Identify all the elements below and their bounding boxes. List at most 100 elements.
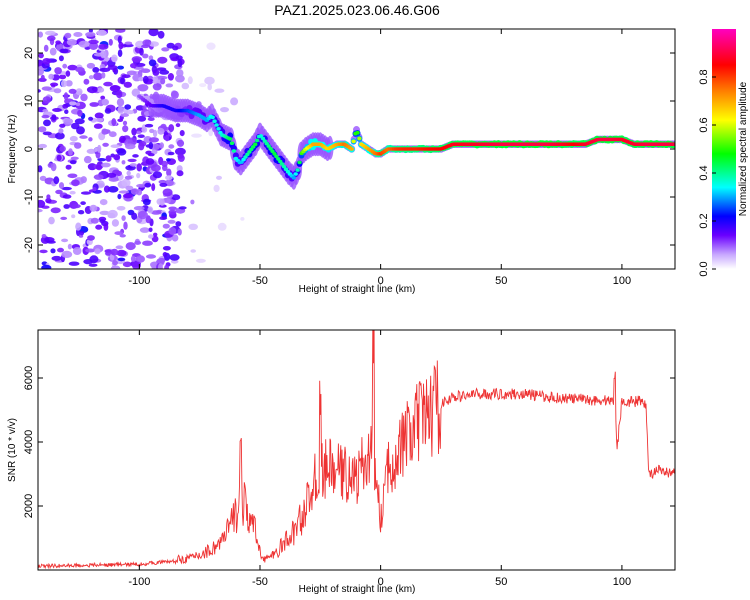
noise-blob [137,134,145,138]
colorbar-axes: 0.0 0.2 0.4 0.6 0.8 [698,69,716,277]
noise-blob [78,40,90,48]
noise-blob [148,137,159,143]
noise-blob [76,126,85,135]
noise-blob [115,245,124,250]
noise-blob [133,66,144,70]
noise-blob [88,263,98,267]
noise-blob [164,264,169,269]
noise-blob [116,249,127,257]
noise-blob [68,261,80,266]
snr-xtick-label: -50 [252,576,268,588]
noise-blob [145,158,155,165]
ridge-core [210,115,215,120]
noise-blob [130,188,139,195]
ridge-core [272,152,277,156]
spectrogram-xtick-label: 50 [495,275,507,287]
ridge-outer [232,152,239,159]
noise-blob [152,69,160,76]
noise-blob [94,248,101,255]
ridge-core [276,157,281,161]
noise-blob [159,69,170,75]
noise-blob [136,172,141,179]
noise-blob [172,45,179,51]
noise-blob [97,144,102,153]
ridge-core [247,150,252,154]
noise-blob [171,194,181,201]
noise-blob [121,215,126,222]
ridge-core [293,172,298,176]
noise-blob [171,234,179,242]
noise-blob [162,223,170,229]
noise-blob [88,116,94,121]
noise-blob [79,231,85,236]
noise-blob [38,31,43,38]
noise-blob [103,185,110,193]
noise-blob [157,127,165,135]
noise-blob [176,139,185,147]
noise-blob [126,70,137,76]
noise-blob [167,151,175,156]
noise-blob [68,148,73,156]
noise-blob [191,133,202,138]
noise-blob [108,38,113,46]
noise-blob [165,175,173,181]
noise-blob [38,208,43,213]
noise-blob [142,75,149,84]
noise-blob [80,93,88,102]
noise-blob [190,249,196,253]
noise-blob [125,185,134,191]
noise-blob [135,130,142,135]
noise-blob [69,101,77,106]
noise-blob [61,250,73,258]
noise-blob [124,104,132,110]
noise-blob [190,199,195,205]
noise-blob [74,118,85,125]
noise-blob [167,73,174,81]
noise-blob [167,219,176,224]
colorbar-tick-label: 0.0 [698,261,710,276]
spectrogram-ytick-label: 20 [23,47,35,59]
snr-ytick-label: 4000 [23,430,35,454]
noise-blob [94,112,104,119]
ridge-core [243,155,248,159]
noise-blob [68,88,77,94]
ridge-core [270,149,275,153]
ridge-core [671,142,675,146]
noise-blob [85,32,96,37]
colorbar-tick-label: 0.6 [698,117,710,132]
noise-blob [55,189,63,195]
noise-blob [62,194,72,199]
noise-blob [71,214,76,219]
noise-blob [160,123,167,130]
ridge-core [216,127,221,131]
noise-blob [130,255,136,263]
noise-blob [117,257,126,262]
noise-blob [117,49,123,57]
noise-blob [80,176,87,184]
noise-blob [174,147,186,156]
noise-blob [50,163,57,172]
ridge-core [295,168,300,172]
noise-blob [148,227,153,233]
ridge-core [231,149,237,153]
noise-blob [63,204,70,209]
noise-blob [86,148,97,154]
noise-blob [118,190,130,194]
noise-blob [177,153,184,159]
noise-blob [145,254,157,259]
noise-blob [67,173,78,179]
noise-blob [176,69,184,77]
noise-blob [117,65,124,70]
noise-blob [77,210,85,215]
noise-blob [105,155,112,162]
noise-blob [67,64,78,71]
noise-blob [104,108,112,114]
noise-blob [213,184,220,193]
noise-blob [178,206,187,210]
noise-blob [99,210,110,216]
noise-blob [62,103,69,109]
noise-blob [117,118,124,123]
ridge-core [291,176,296,180]
noise-blob [166,168,172,177]
noise-blob [59,145,66,152]
